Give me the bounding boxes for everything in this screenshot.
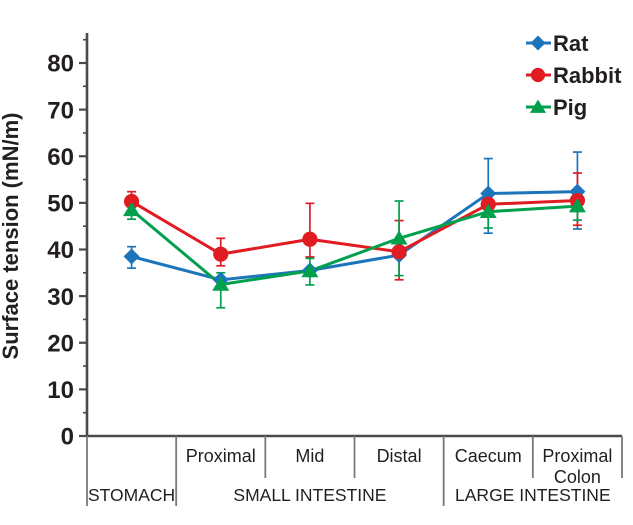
legend-label: Pig: [553, 95, 587, 120]
y-tick-label: 20: [47, 330, 74, 357]
triangle-marker: [390, 230, 408, 245]
x-sub-label: Proximal Colon: [542, 446, 612, 487]
triangle-marker: [568, 198, 586, 213]
circle-marker: [123, 193, 140, 210]
circle-marker: [391, 244, 407, 260]
x-sub-labels: Proximal Mid Distal Caecum Proximal Colon: [186, 446, 613, 487]
x-group-label: SMALL INTESTINE: [233, 485, 386, 505]
error-bars: [127, 151, 582, 309]
y-tick-label: 10: [47, 377, 74, 404]
x-separators: [86, 436, 623, 506]
triangle-marker: [212, 276, 230, 291]
x-sub-label: Caecum: [455, 446, 522, 466]
legend-item-rat: Rat: [526, 31, 589, 56]
x-sub-label: Distal: [377, 446, 422, 466]
x-group-label: LARGE INTESTINE: [455, 485, 611, 505]
diamond-marker: [530, 35, 546, 51]
legend-item-pig: Pig: [526, 95, 587, 120]
legend-label: Rat: [553, 31, 589, 56]
triangle-marker: [530, 99, 546, 113]
y-axis-title: Surface tension (mN/m): [0, 113, 23, 360]
x-group-labels: STOMACH SMALL INTESTINE LARGE INTESTINE: [88, 485, 611, 505]
circle-marker: [302, 231, 318, 247]
axes: [85, 33, 622, 438]
triangle-marker: [301, 262, 319, 278]
y-tick-label: 70: [47, 97, 74, 124]
circle-marker: [213, 246, 229, 262]
triangle-marker: [123, 201, 141, 217]
y-tick-label: 30: [47, 284, 74, 311]
x-group-label: STOMACH: [88, 485, 175, 505]
y-tick-label: 60: [47, 144, 74, 171]
series-line-rabbit: [130, 199, 578, 256]
circle-marker: [530, 67, 546, 83]
series-line-rat: [131, 190, 578, 282]
x-sub-label: Mid: [295, 446, 324, 466]
series-line-pig: [130, 204, 578, 286]
diamond-marker: [480, 185, 497, 202]
legend: Rat Rabbit Pig: [526, 31, 622, 120]
y-tick-label: 0: [61, 424, 74, 451]
diamond-marker: [123, 248, 140, 265]
y-tick-label: 40: [47, 237, 74, 264]
legend-label: Rabbit: [553, 63, 622, 88]
legend-item-rabbit: Rabbit: [526, 63, 622, 88]
series-markers: [123, 183, 586, 291]
y-tick-label: 50: [47, 191, 74, 218]
triangle-marker: [479, 203, 497, 218]
y-tick-label: 80: [47, 51, 74, 78]
y-ticks: 0 10 20 30 40 50 60 70 80: [47, 38, 87, 451]
x-sub-label: Proximal: [186, 446, 256, 466]
series-lines: [130, 190, 578, 286]
